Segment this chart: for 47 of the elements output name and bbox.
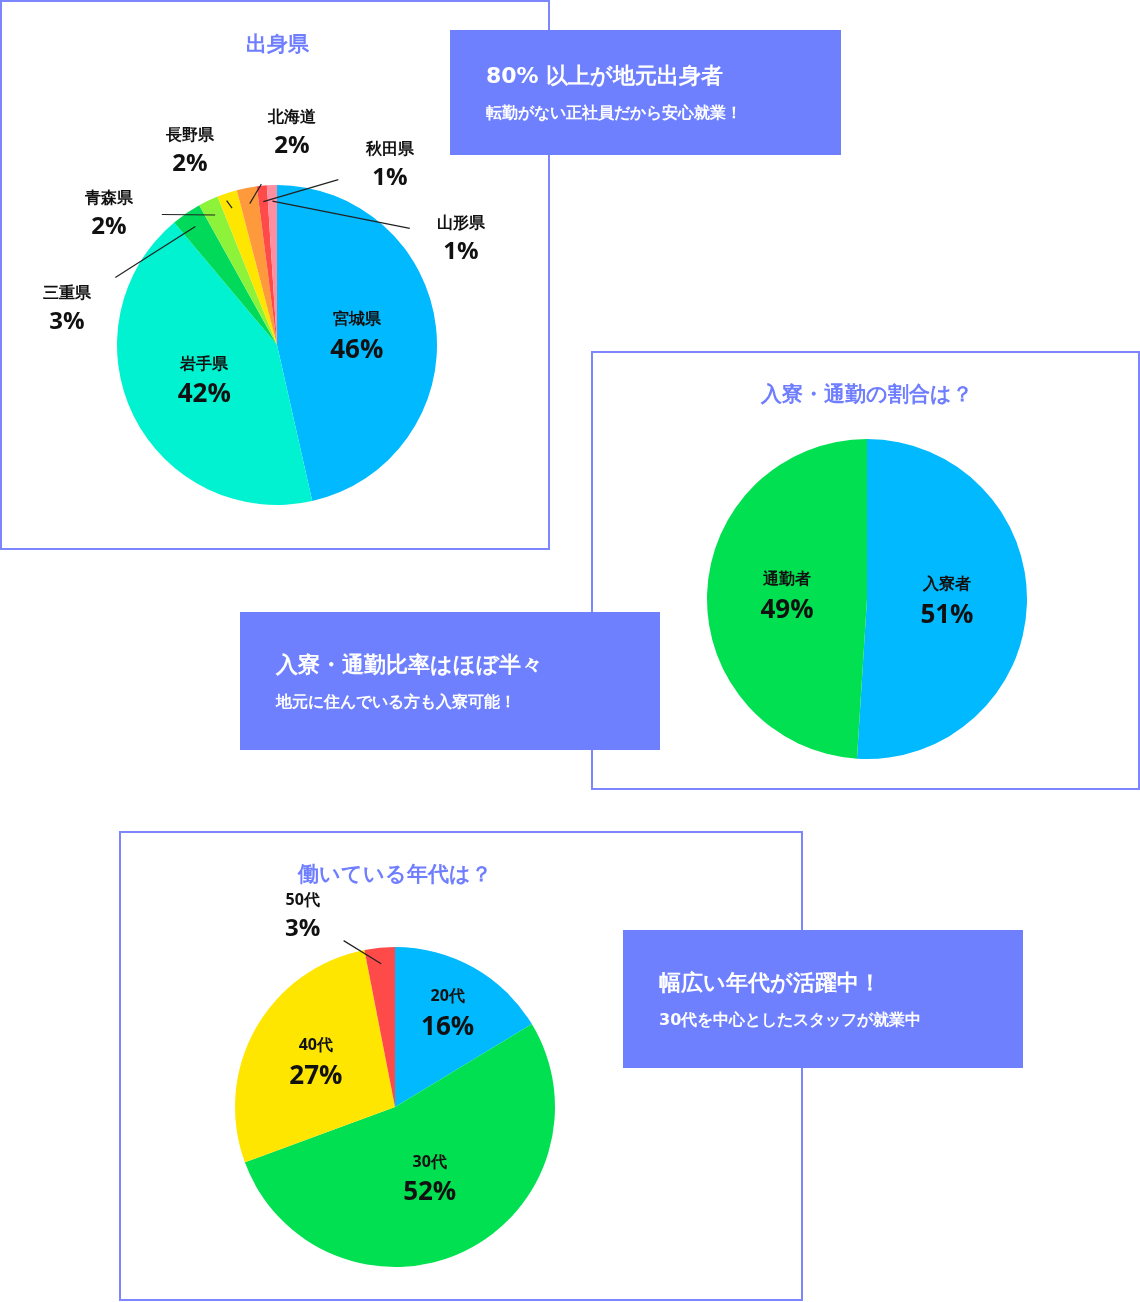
- data-label: 2%: [91, 208, 127, 242]
- text: 転勤がない正社員だから安心就業！: [486, 103, 743, 124]
- pie-slice: [707, 439, 867, 759]
- text: 幅広い年代が活躍中！: [659, 968, 882, 997]
- slice-label: 宮城県: [332, 306, 382, 329]
- slice-label: 秋田県: [365, 137, 415, 159]
- data-label: 16%: [421, 1006, 475, 1043]
- data-label: 27%: [289, 1055, 343, 1092]
- slice-label: 30代: [412, 1149, 447, 1172]
- text: 30代を中心としたスタッフが就業中: [659, 1009, 923, 1031]
- slice-label: 青森県: [84, 186, 134, 208]
- data-label: 2%: [172, 145, 208, 179]
- slice-label: 通勤者: [762, 567, 812, 590]
- slice-label: 50代: [285, 888, 320, 910]
- pie-slice: [395, 947, 532, 1107]
- data-label: 2%: [274, 127, 310, 161]
- slice-label: 三重県: [43, 281, 92, 303]
- data-label: 46%: [330, 329, 384, 366]
- data-label: 49%: [760, 589, 814, 626]
- data-label: 51%: [920, 594, 974, 631]
- data-label: 1%: [372, 159, 408, 193]
- slice-label: 北海道: [267, 105, 317, 127]
- chart-title: 出身県: [245, 29, 310, 58]
- chart-title: 働いている年代は？: [297, 859, 492, 888]
- data-label: 3%: [285, 910, 321, 944]
- pie-slice: [174, 205, 277, 345]
- slice-label: 長野県: [165, 123, 215, 145]
- data-label: 42%: [177, 374, 231, 411]
- slice-label: 20代: [430, 984, 465, 1007]
- data-label: 52%: [403, 1172, 457, 1209]
- pie-slice: [217, 190, 277, 345]
- pie-slice: [236, 186, 277, 345]
- data-label: 1%: [443, 233, 479, 267]
- slice-label: 40代: [298, 1033, 333, 1056]
- slice-label: 入寮者: [921, 572, 971, 595]
- data-label: 3%: [49, 303, 85, 337]
- chart-title: 入寮・通勤の割合は？: [760, 379, 973, 408]
- pie-slice: [856, 439, 1027, 759]
- slice-label: 岩手県: [179, 351, 230, 374]
- slice-label: 山形県: [437, 211, 486, 233]
- text: 地元に住んでいる方も入寮可能！: [276, 691, 517, 713]
- pie-slice: [235, 949, 395, 1163]
- pie-slice: [199, 196, 277, 345]
- text: 80% 以上が地元出身者: [486, 62, 725, 90]
- text: 入寮・通勤比率はほぼ半々: [276, 650, 544, 679]
- pie-slice: [277, 185, 437, 502]
- pie-slice: [364, 947, 395, 1107]
